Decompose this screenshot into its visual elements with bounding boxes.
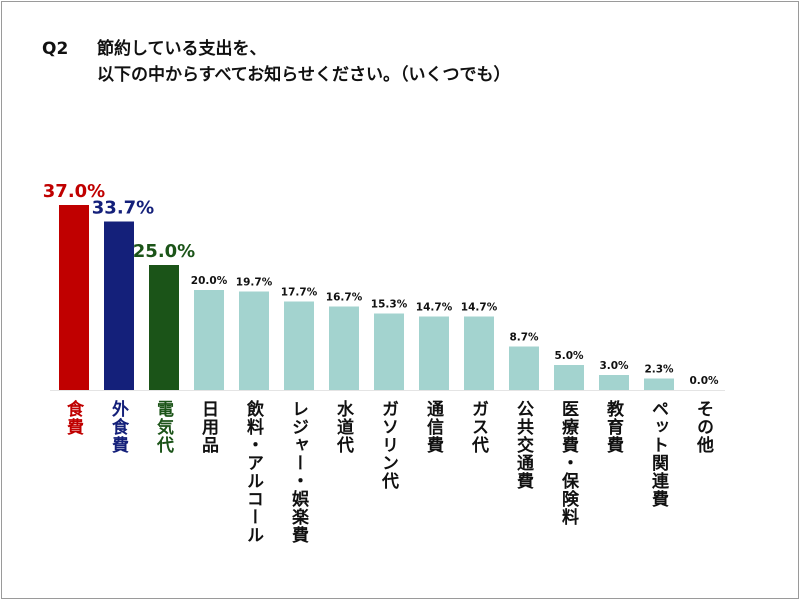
category-label: 医療費・保険料 xyxy=(558,400,578,526)
bar xyxy=(464,316,494,390)
data-label: 5.0% xyxy=(554,350,584,362)
bar xyxy=(599,375,629,390)
bar xyxy=(509,346,539,390)
category-label: 食費 xyxy=(63,400,83,436)
data-label: 20.0% xyxy=(191,275,228,287)
data-label: 8.7% xyxy=(509,332,539,344)
bar xyxy=(419,316,449,390)
category-label: ガソリン代 xyxy=(378,400,398,490)
data-label: 19.7% xyxy=(236,277,273,289)
data-label: 37.0% xyxy=(43,181,105,202)
bar xyxy=(374,313,404,390)
category-label: ペット関連費 xyxy=(648,400,668,508)
data-label: 15.3% xyxy=(371,299,408,311)
category-label: 公共交通費 xyxy=(513,400,533,490)
bar xyxy=(554,365,584,390)
category-label: ガス代 xyxy=(468,400,488,454)
data-label: 14.7% xyxy=(416,302,453,314)
data-label: 2.3% xyxy=(644,364,674,376)
category-label: 電気代 xyxy=(153,400,173,454)
data-label: 14.7% xyxy=(461,302,498,314)
bar xyxy=(284,301,314,390)
bar xyxy=(329,306,359,390)
question-number: Q2 xyxy=(42,39,69,59)
bar xyxy=(104,221,134,390)
chart-title: Q2 節約している支出を、 以下の中からすべてお知らせください。（いくつでも） xyxy=(42,36,510,88)
category-label: 水道代 xyxy=(333,400,353,454)
bar xyxy=(59,205,89,390)
category-label: 日用品 xyxy=(198,400,218,454)
title-line-2: 以下の中からすべてお知らせください。（いくつでも） xyxy=(97,65,511,85)
bar xyxy=(149,265,179,390)
category-label: 教育費 xyxy=(603,400,623,454)
data-label: 33.7% xyxy=(92,198,154,219)
bar xyxy=(644,378,674,390)
data-label: 16.7% xyxy=(326,292,363,304)
category-label: 飲料・アルコール xyxy=(243,400,263,544)
title-line-1: 節約している支出を、 xyxy=(97,39,267,59)
category-label: 外食費 xyxy=(108,400,128,454)
data-label: 0.0% xyxy=(689,375,719,387)
category-label: その他 xyxy=(693,400,713,454)
category-label: 通信費 xyxy=(423,400,443,454)
data-label: 3.0% xyxy=(599,360,629,372)
category-label: レジャー・娯楽費 xyxy=(288,400,308,544)
bar xyxy=(194,290,224,390)
data-label: 17.7% xyxy=(281,287,318,299)
bar xyxy=(239,291,269,390)
data-label: 25.0% xyxy=(133,241,195,262)
